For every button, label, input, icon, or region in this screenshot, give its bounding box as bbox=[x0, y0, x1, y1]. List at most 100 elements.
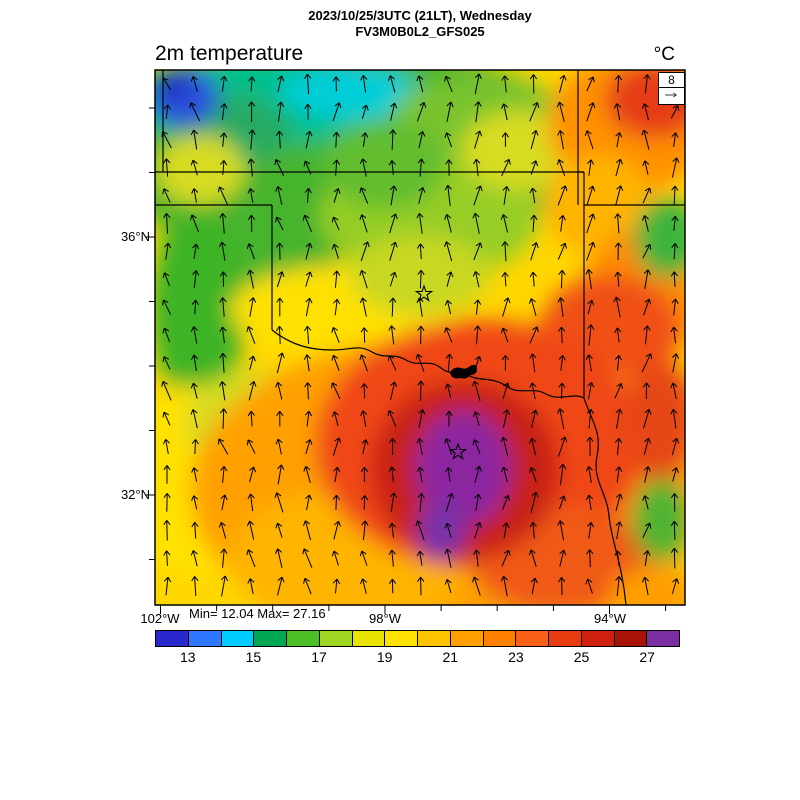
wind-arrow bbox=[247, 214, 256, 232]
wind-arrow bbox=[444, 214, 452, 233]
wind-arrow bbox=[277, 576, 285, 596]
colorbar-segment bbox=[483, 631, 517, 646]
wind-arrow bbox=[558, 215, 566, 232]
colorbar-tick-label: 27 bbox=[639, 649, 655, 665]
wind-arrow bbox=[418, 187, 426, 204]
wind-arrow bbox=[500, 436, 509, 457]
wind-arrow bbox=[246, 326, 256, 344]
wind-arrow bbox=[163, 465, 171, 484]
wind-arrow bbox=[191, 495, 199, 510]
wind-arrow bbox=[332, 131, 340, 148]
wind-arrow bbox=[416, 438, 424, 456]
wind-arrow bbox=[359, 269, 368, 289]
wind-arrow bbox=[502, 494, 511, 510]
wind-arrow bbox=[249, 466, 257, 483]
wind-arrow bbox=[359, 187, 369, 204]
wind-arrow bbox=[501, 466, 509, 483]
wind-arrow bbox=[190, 326, 198, 344]
wind-arrow bbox=[416, 466, 424, 483]
wind-arrow bbox=[360, 241, 370, 262]
wind-arrow bbox=[613, 103, 622, 121]
wind-arrow bbox=[473, 325, 482, 345]
wind-arrow bbox=[472, 212, 480, 234]
wind-arrow bbox=[389, 297, 397, 317]
wind-arrow bbox=[248, 76, 256, 92]
wind-arrow bbox=[162, 327, 171, 343]
wind-arrow bbox=[444, 299, 452, 315]
wind-arrow bbox=[670, 520, 679, 540]
wind-arrow bbox=[190, 129, 198, 150]
colorbar-segment bbox=[188, 631, 222, 646]
wind-arrow bbox=[501, 549, 511, 567]
wind-arrow bbox=[246, 520, 255, 540]
wind-arrow bbox=[474, 465, 482, 484]
wind-arrow bbox=[163, 158, 171, 177]
wind-arrow bbox=[641, 576, 650, 596]
wind-arrow bbox=[276, 297, 284, 317]
colorbar-segment bbox=[319, 631, 353, 646]
wind-arrow bbox=[219, 326, 227, 344]
wind-arrow bbox=[220, 132, 228, 147]
wind-arrow bbox=[360, 75, 368, 93]
wind-arrow bbox=[390, 381, 398, 400]
wind-arrow bbox=[671, 243, 679, 260]
lon-label-98w: 98°W bbox=[369, 611, 401, 626]
wind-arrow bbox=[302, 548, 313, 569]
wind-arrow bbox=[670, 326, 678, 344]
colorbar bbox=[155, 630, 680, 647]
colorbar-tick-label: 19 bbox=[376, 649, 393, 665]
wind-arrow bbox=[389, 129, 397, 150]
wind-arrow bbox=[220, 466, 228, 483]
wind-arrow bbox=[331, 550, 339, 566]
wind-arrow bbox=[472, 576, 481, 596]
colorbar-segment bbox=[647, 631, 679, 646]
wind-arrow bbox=[586, 159, 595, 176]
wind-arrow bbox=[163, 520, 171, 541]
wind-arrow bbox=[389, 185, 398, 206]
colorbar-segment bbox=[418, 631, 451, 646]
wind-arrow bbox=[361, 520, 369, 541]
wind-arrow bbox=[332, 76, 340, 92]
wind-arrow bbox=[274, 159, 285, 177]
wind-arrow bbox=[615, 158, 623, 177]
wind-arrow bbox=[416, 75, 424, 93]
wind-arrow bbox=[529, 437, 537, 456]
wind-arrow bbox=[246, 269, 255, 289]
wind-arrow bbox=[672, 353, 680, 373]
lat-label-36n: 36°N bbox=[120, 229, 150, 244]
wind-arrow bbox=[275, 381, 283, 400]
wind-arrow bbox=[530, 491, 539, 513]
colorbar-segment bbox=[221, 631, 255, 646]
colorbar-segment bbox=[287, 631, 320, 646]
wind-arrow bbox=[587, 299, 595, 315]
variable-label: 2m temperature bbox=[155, 42, 304, 65]
wind-arrow bbox=[557, 520, 565, 541]
wind-arrow bbox=[274, 492, 284, 513]
wind-arrow bbox=[220, 75, 228, 92]
wind-arrow bbox=[559, 74, 567, 93]
wind-arrow bbox=[416, 550, 424, 566]
wind-arrow bbox=[416, 101, 427, 122]
wind-arrow bbox=[671, 437, 680, 456]
wind-arrow bbox=[641, 103, 649, 121]
wind-arrow bbox=[246, 243, 255, 260]
wind-arrow bbox=[473, 158, 481, 177]
wind-arrow bbox=[247, 493, 255, 512]
wind-arrow bbox=[219, 213, 227, 234]
wind-arrow bbox=[191, 354, 199, 372]
wind-arrow bbox=[643, 466, 651, 483]
wind-arrow bbox=[190, 409, 198, 429]
wind-arrow bbox=[303, 577, 312, 595]
wind-arrow bbox=[332, 437, 342, 456]
wind-arrow bbox=[360, 495, 369, 510]
wind-arrow bbox=[218, 521, 227, 539]
wind-arrow bbox=[217, 186, 228, 205]
wind-arrow bbox=[557, 436, 568, 457]
wind-arrow bbox=[671, 215, 679, 231]
wind-arrow bbox=[389, 492, 397, 513]
wind-arrow bbox=[191, 299, 199, 315]
wind-arrow bbox=[614, 355, 623, 371]
wind-arrow bbox=[248, 355, 256, 371]
lake-texoma bbox=[450, 365, 477, 379]
